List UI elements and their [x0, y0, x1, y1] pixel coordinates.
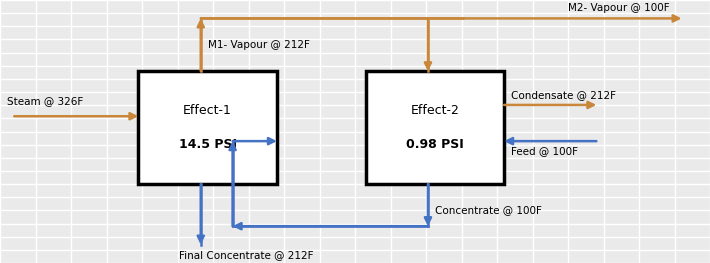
FancyBboxPatch shape: [366, 71, 504, 184]
Text: 0.98 PSI: 0.98 PSI: [406, 138, 464, 151]
Text: M1- Vapour @ 212F: M1- Vapour @ 212F: [208, 40, 310, 50]
Text: Feed @ 100F: Feed @ 100F: [511, 146, 578, 156]
Text: M2- Vapour @ 100F: M2- Vapour @ 100F: [568, 3, 670, 13]
Text: Effect-2: Effect-2: [410, 104, 459, 117]
Text: Effect-1: Effect-1: [183, 104, 232, 117]
Text: Condensate @ 212F: Condensate @ 212F: [511, 90, 616, 100]
Text: 14.5 PSI: 14.5 PSI: [179, 138, 236, 151]
Text: Steam @ 326F: Steam @ 326F: [7, 96, 83, 106]
Text: Final Concentrate @ 212F: Final Concentrate @ 212F: [180, 250, 314, 260]
Text: Concentrate @ 100F: Concentrate @ 100F: [435, 205, 542, 215]
FancyBboxPatch shape: [138, 71, 277, 184]
